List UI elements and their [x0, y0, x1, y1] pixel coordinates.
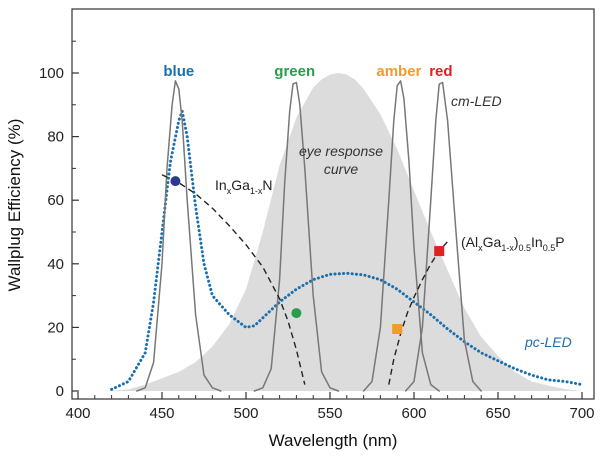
- cm-led-label: cm-LED: [451, 93, 502, 109]
- plot-frame: [71, 8, 595, 400]
- led-label-red: red: [429, 63, 452, 80]
- y-tick-label-0: 0: [56, 383, 64, 400]
- ingan-x: x: [227, 186, 232, 196]
- series-eye-response-curve: [94, 73, 583, 391]
- y-tick-label-100: 100: [39, 65, 64, 82]
- led-labels: blue green amber red: [163, 63, 452, 80]
- eye-response-area-layer: [94, 73, 583, 391]
- algainp-in: In: [531, 234, 543, 250]
- series-cm-led-green: [253, 81, 340, 392]
- series-inxga1-xn-trend: [161, 174, 306, 385]
- x-axis-title: Wavelength (nm): [269, 431, 398, 450]
- data-point-green: [291, 308, 302, 319]
- y-tick-label-20: 20: [47, 319, 64, 336]
- ingan-label: InxGa1-xN: [215, 177, 273, 196]
- ingan-ga: Ga: [231, 177, 250, 193]
- algainp-paren: ): [514, 234, 519, 250]
- series-cm-led-blue: [136, 80, 222, 392]
- algainp-0-5a: 0.5: [519, 243, 532, 253]
- ingan-1-x: 1-x: [250, 186, 263, 196]
- data-point-blue: [170, 176, 181, 187]
- algainp-ga: Ga: [483, 234, 502, 250]
- y-tick-label-60: 60: [47, 192, 64, 209]
- algainp-x: x: [478, 243, 483, 253]
- x-tick-label-400: 400: [65, 405, 90, 422]
- led-label-blue: blue: [163, 63, 194, 80]
- data-point-red: [434, 246, 445, 257]
- axes-layer: 400 450 500 550 600 650 700 0 20 40 60 80 100: [39, 40, 595, 422]
- algainp-al: (Al: [461, 234, 478, 250]
- eye-response-label-line2: curve: [324, 161, 358, 177]
- led-label-amber: amber: [376, 63, 421, 80]
- x-tick-label-450: 450: [149, 405, 174, 422]
- pc-led-label: pc-LED: [524, 334, 572, 350]
- series-pc-led: [110, 109, 584, 391]
- series-cm-led-red: [404, 81, 482, 392]
- x-tick-label-650: 650: [485, 405, 510, 422]
- algainp-label: (AlxGa1-x)0.5In0.5P: [461, 234, 565, 253]
- x-tick-label-550: 550: [317, 405, 342, 422]
- ingan-n: N: [262, 177, 272, 193]
- x-tick-label-600: 600: [401, 405, 426, 422]
- led-label-green: green: [274, 63, 315, 80]
- data-points-layer: [170, 176, 445, 334]
- x-tick-label-700: 700: [569, 405, 594, 422]
- algainp-1-x: 1-x: [501, 243, 514, 253]
- eye-response-label-line1: eye response: [299, 143, 383, 159]
- ingan-in: In: [215, 177, 227, 193]
- algainp-0-5b: 0.5: [543, 243, 556, 253]
- data-point-amber: [392, 323, 403, 334]
- y-tick-label-80: 80: [47, 129, 64, 146]
- series-cm-led-amber: [362, 80, 440, 392]
- series-alxga1-x-0-5in0-5p-trend: [388, 241, 449, 385]
- series-lines-layer: [110, 80, 584, 392]
- y-tick-label-40: 40: [47, 256, 64, 273]
- algainp-p: P: [555, 234, 564, 250]
- x-tick-label-500: 500: [233, 405, 258, 422]
- y-axis-title: Wallplug Efficiency (%): [5, 119, 24, 292]
